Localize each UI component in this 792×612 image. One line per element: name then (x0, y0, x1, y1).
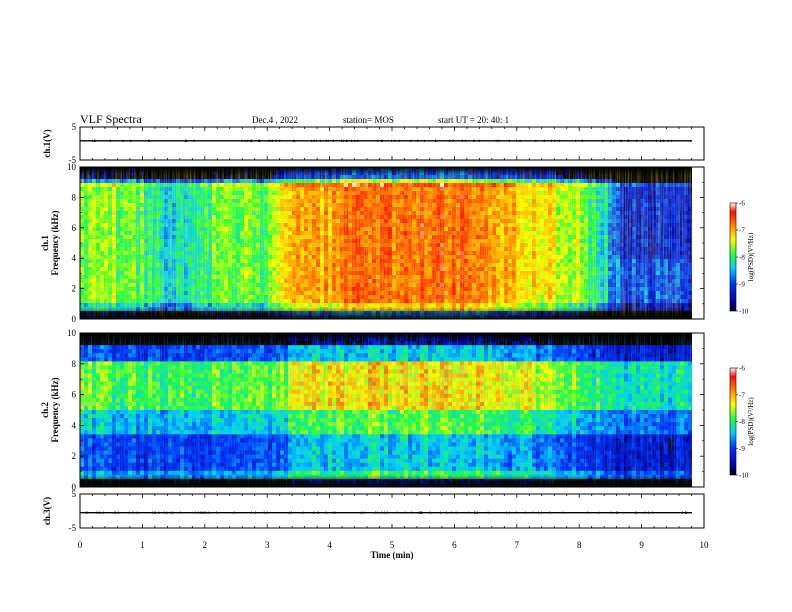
waveform-panels (80, 127, 704, 528)
station-label: station= MOS (343, 115, 394, 125)
waveform-background (80, 127, 704, 160)
waveform-background (80, 494, 704, 528)
date-label: Dec.4 , 2022 (252, 115, 298, 125)
ch1-spectrogram (80, 167, 692, 319)
figure-title: VLF Spectra (80, 112, 142, 126)
start-time-label: start UT = 20: 40: 1 (438, 115, 510, 125)
